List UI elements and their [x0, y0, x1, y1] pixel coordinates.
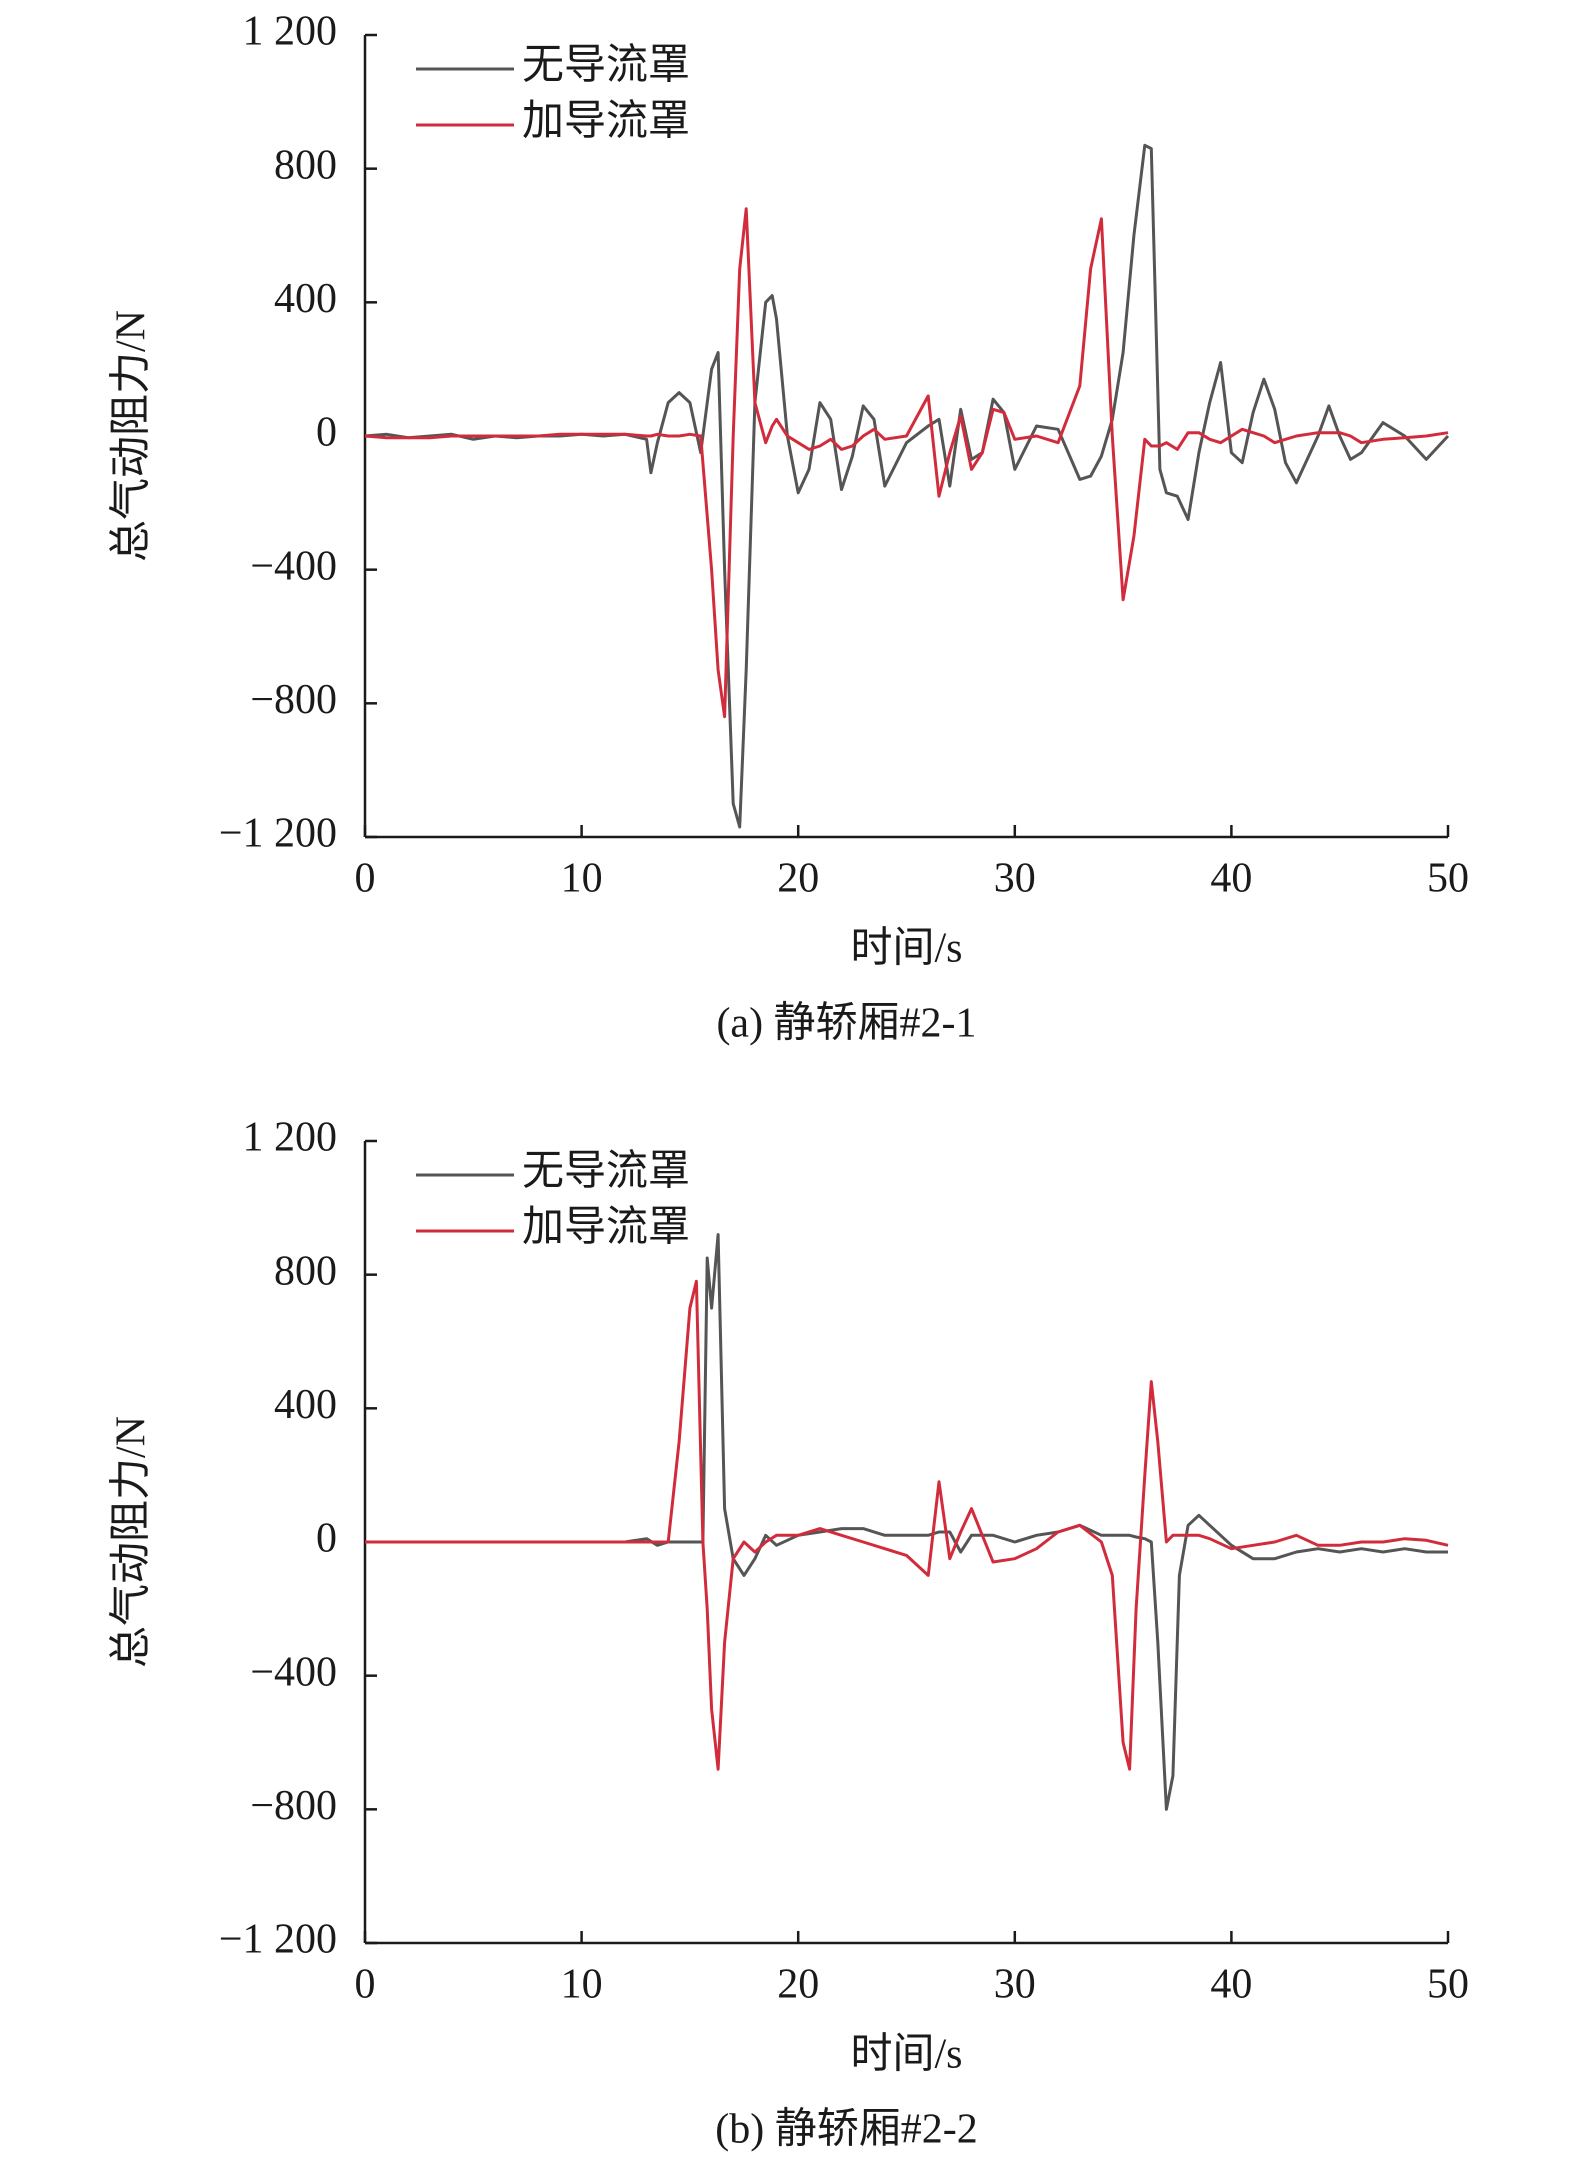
x-tick-label: 40 [1210, 1962, 1252, 2008]
y-tick-label: 800 [274, 142, 337, 188]
y-tick-label: 0 [316, 410, 337, 456]
y-tick-label: −400 [250, 1649, 337, 1695]
y-tick-label: −800 [250, 677, 337, 723]
x-tick-label: 10 [561, 856, 603, 902]
chart: −1 200 −800 −400 0 400 800 1 200 0 10 20 30 40 50 时间/… [109, 1115, 1469, 2153]
x-tick-label: 20 [777, 856, 819, 902]
y-axis-title: 总气动阻力/N [109, 1416, 155, 1668]
x-axis-title: 时间/s [850, 926, 962, 972]
y-tick-label: 400 [274, 1382, 337, 1428]
x-tick-label: 30 [994, 856, 1036, 902]
data-line [364, 207, 1449, 719]
x-tick-label: 50 [1427, 1962, 1469, 2008]
y-tick-label: −1 200 [219, 811, 337, 857]
caption: (a) 静轿厢#2-1 [716, 1001, 976, 1047]
y-axis-title: 总气动阻力/N [109, 310, 155, 562]
legend-label: 无导流罩 [522, 1149, 690, 1195]
y-tick-label: −400 [250, 543, 337, 589]
data-line [364, 143, 1450, 829]
x-tick-label: 20 [777, 1962, 819, 2008]
legend-label: 加导流罩 [522, 99, 690, 145]
chart: −1 200 −800 −400 0 400 800 1 200 0 10 20 30 40 50 时间/… [109, 9, 1469, 1047]
legend-label: 加导流罩 [522, 1205, 690, 1251]
x-axis-title: 时间/s [850, 2032, 962, 2078]
data-line [365, 1233, 1448, 1811]
y-tick-label: 400 [274, 276, 337, 322]
y-tick-label: 0 [316, 1516, 337, 1562]
y-tick-label: 1 200 [243, 9, 338, 55]
y-tick-label: 1 200 [243, 1115, 338, 1161]
x-tick-label: 0 [355, 1962, 376, 2008]
legend-label: 无导流罩 [522, 43, 690, 89]
y-tick-label: −1 200 [219, 1917, 337, 1963]
x-tick-label: 0 [355, 856, 376, 902]
y-tick-label: −800 [250, 1783, 337, 1829]
x-tick-label: 10 [561, 1962, 603, 2008]
y-tick-label: 800 [274, 1248, 337, 1294]
caption: (b) 静轿厢#2-2 [715, 2107, 977, 2153]
x-tick-label: 30 [994, 1962, 1036, 2008]
data-line [365, 1279, 1449, 1771]
x-tick-label: 50 [1427, 856, 1469, 902]
x-tick-label: 40 [1210, 856, 1252, 902]
